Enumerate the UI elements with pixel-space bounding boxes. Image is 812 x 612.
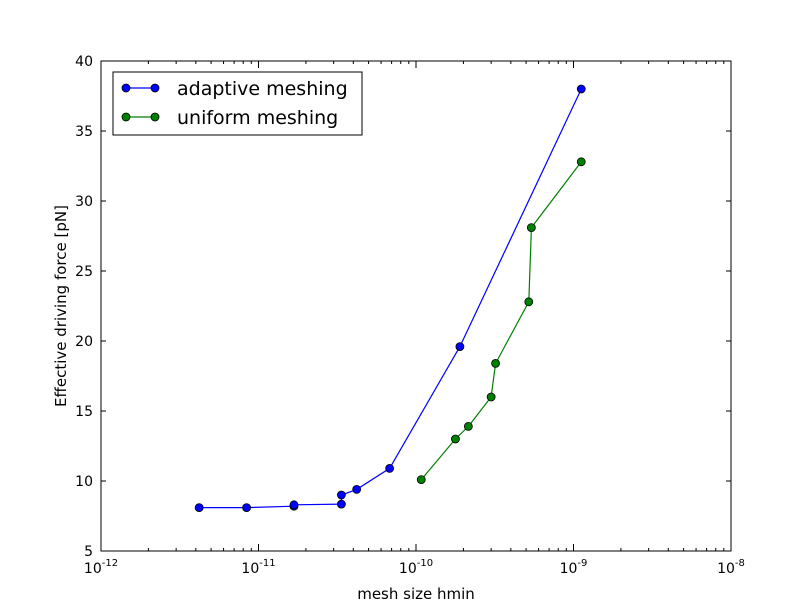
legend-box (112, 71, 363, 136)
y-axis-label: Effective driving force [pN] (52, 205, 70, 407)
data-point (576, 157, 586, 167)
legend-item: uniform meshing (121, 107, 338, 129)
data-point (336, 490, 346, 500)
y-tick-label: 15 (75, 404, 93, 420)
data-point (491, 358, 500, 368)
x-tick-base: 10 (84, 561, 102, 577)
x-tick-base: 10 (399, 561, 417, 577)
data-point (576, 84, 586, 94)
series-line (199, 88, 582, 509)
x-tick-base: 10 (717, 561, 735, 577)
x-tick-exponent: -9 (577, 558, 587, 569)
data-point (486, 392, 496, 402)
x-tick-label: 10-9 (560, 558, 588, 577)
x-tick-label: 10-10 (399, 558, 433, 577)
legend: adaptive meshing uniform meshing (112, 71, 363, 136)
data-point (451, 434, 460, 444)
x-tick-exponent: -10 (417, 558, 433, 569)
data-point (194, 503, 204, 513)
x-tick-label: 10-11 (241, 558, 275, 577)
x-tick-label: 10-12 (84, 558, 118, 577)
x-tick-exponent: -8 (735, 558, 745, 569)
data-point (524, 297, 534, 307)
data-point (242, 503, 251, 513)
y-tick-label: 35 (75, 124, 93, 140)
legend-item: adaptive meshing (121, 78, 348, 100)
data-point (526, 223, 536, 233)
data-point (289, 500, 299, 510)
y-tick-label: 25 (75, 264, 93, 280)
y-tick-label: 40 (75, 54, 93, 70)
data-point (336, 499, 346, 509)
legend-label: uniform meshing (177, 107, 338, 129)
legend-marker (150, 83, 160, 93)
legend-label: adaptive meshing (177, 78, 348, 100)
x-tick-base: 10 (560, 561, 578, 577)
x-tick-exponent: -12 (102, 558, 118, 569)
series-adaptive-meshing (194, 84, 586, 513)
x-tick-exponent: -11 (259, 558, 275, 569)
x-tick-base: 10 (241, 561, 259, 577)
data-point (416, 475, 426, 485)
x-tick-label: 10-8 (717, 558, 745, 577)
legend-marker (121, 112, 131, 122)
series-layer (194, 84, 586, 513)
y-tick-label: 30 (75, 194, 93, 210)
legend-marker (150, 112, 160, 122)
legend-items: adaptive meshing uniform meshing (121, 78, 348, 129)
y-tick-label: 10 (75, 474, 93, 490)
x-axis-label: mesh size hmin (357, 585, 475, 603)
data-point (385, 463, 395, 473)
series-uniform-meshing (416, 157, 586, 485)
legend-marker (121, 83, 131, 93)
data-point (455, 342, 465, 352)
data-point (352, 484, 362, 494)
y-tick-label: 5 (84, 544, 93, 560)
data-point (463, 421, 473, 431)
y-tick-label: 20 (75, 334, 93, 350)
